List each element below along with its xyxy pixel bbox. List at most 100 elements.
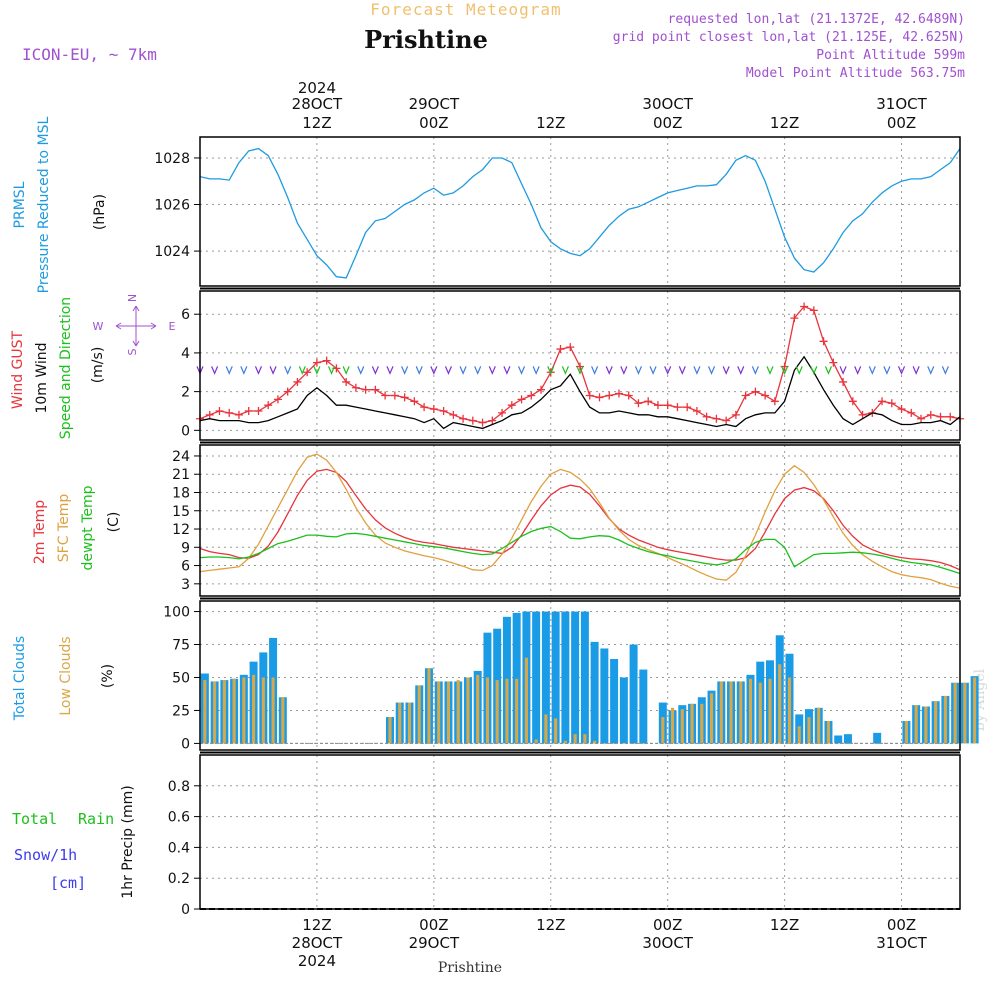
wind-direction-arrow — [225, 366, 233, 375]
gust-marker — [322, 356, 331, 365]
wind-direction-arrow — [415, 366, 423, 375]
wind-10m-label: 10m Wind — [34, 342, 50, 413]
total-cloud-bar — [551, 611, 560, 744]
top-time-label: 12Z — [536, 114, 565, 132]
low-cloud-bar — [222, 680, 226, 744]
bottom-time-label: 00Z — [653, 916, 682, 934]
low-cloud-bar — [817, 707, 821, 744]
gust-marker — [848, 397, 857, 406]
bottom-time-label: 30OCT — [642, 934, 693, 952]
low-cloud-bar — [661, 717, 665, 744]
temp2m-label: 2m Temp — [32, 500, 48, 564]
low-cloud-bar — [826, 720, 831, 744]
total-cloud-bar — [619, 677, 628, 744]
low-cloud-bar — [739, 681, 743, 744]
wind-direction-arrow — [547, 366, 555, 375]
gust-marker — [507, 401, 516, 410]
gust-marker — [751, 387, 760, 396]
precip-snow-label: Snow/1h — [14, 846, 77, 864]
low-cloud-bar — [388, 717, 392, 744]
temperature-ytick-label: 18 — [172, 485, 190, 501]
wind-direction-arrow — [737, 366, 745, 375]
gust-marker — [205, 410, 214, 419]
low-cloud-bar — [437, 681, 441, 744]
precip-cm-label: [cm] — [50, 874, 86, 892]
gust-marker — [371, 385, 380, 394]
wind-direction-arrow — [839, 366, 847, 375]
2m-temp-line — [199, 468, 961, 571]
gust-marker — [361, 385, 370, 394]
wind-direction-arrow — [634, 366, 643, 375]
precip-total-label: Total — [12, 810, 57, 828]
total-cloud-bar — [561, 611, 570, 744]
precip-ytick-label: 0.8 — [168, 779, 190, 795]
bottom-time-label: 00Z — [419, 916, 448, 934]
location-title: Prishtine — [364, 25, 488, 54]
wind-panel: 0 2 4 6 — [181, 290, 964, 441]
top-time-label: 29OCT — [409, 95, 460, 113]
temperature-frame — [199, 444, 961, 597]
wind-direction-arrow — [927, 366, 935, 375]
clouds-ytick-label: 75 — [172, 638, 190, 654]
gust-marker — [800, 302, 809, 311]
gust-marker — [673, 403, 682, 412]
low-cloud-bar — [690, 703, 694, 744]
gust-marker — [790, 314, 799, 323]
gust-marker — [478, 418, 487, 427]
gust-marker — [741, 391, 750, 400]
clouds-ytick-label: 0 — [181, 736, 190, 752]
low-cloud-bar — [213, 681, 217, 744]
low-cloud-bar — [466, 677, 470, 744]
wind-frame — [199, 290, 961, 441]
top-time-label: 00Z — [653, 114, 682, 132]
sfc-temp-line — [199, 453, 961, 589]
low-cloud-bar — [593, 740, 597, 744]
point-altitude: Point Altitude 599m — [816, 48, 965, 63]
gust-marker — [839, 377, 848, 386]
low-cloud-bar — [261, 677, 265, 744]
wind-gust-label: Wind GUST — [10, 330, 26, 409]
wind-direction-arrow — [707, 366, 716, 375]
clouds-ytick-label: 100 — [163, 605, 190, 621]
wind-direction-arrow — [313, 366, 321, 375]
compass-rose: N S W E — [93, 294, 176, 356]
wind-direction-arrow — [941, 366, 949, 375]
pressure-panel: 1024 1026 1028 — [154, 136, 961, 287]
gust-marker — [283, 387, 292, 396]
gust-marker — [936, 412, 945, 421]
gust-marker — [459, 414, 468, 423]
bottom-time-label: 12Z — [536, 916, 565, 934]
wind-direction-arrow — [693, 366, 701, 375]
low-cloud-bar — [904, 720, 908, 744]
wind-direction-arrow — [868, 366, 876, 375]
gust-marker — [390, 391, 399, 400]
wind-direction-arrow — [430, 366, 438, 375]
low-cloud-bar — [485, 677, 489, 744]
precip-ytick-label: 0 — [181, 902, 190, 918]
precip-ytick-label: 0.2 — [168, 871, 190, 887]
gust-marker — [624, 391, 633, 400]
wind-direction-arrow — [795, 366, 803, 375]
gust-marker — [312, 358, 321, 367]
gust-marker — [809, 306, 818, 315]
gust-marker — [439, 406, 448, 415]
low-cloud-bar — [476, 674, 480, 744]
bottom-time-label: 29OCT — [409, 934, 460, 952]
gust-marker — [342, 377, 351, 386]
model-altitude: Model Point Altitude 563.75m — [746, 66, 965, 81]
temperature-ytick-label: 24 — [172, 449, 190, 465]
top-time-label: 12Z — [302, 114, 331, 132]
pressure-frame — [199, 136, 961, 287]
low-cloud-bar — [719, 681, 723, 744]
gust-marker — [517, 395, 526, 404]
wind-direction-arrow — [751, 366, 759, 375]
bottom-time-label: 12Z — [302, 916, 331, 934]
gust-marker — [858, 410, 867, 419]
wind-direction-arrow — [284, 366, 292, 375]
gust-marker — [293, 377, 302, 386]
footer-location: Prishtine — [438, 960, 502, 976]
precip-frame — [199, 754, 961, 910]
temperature-ytick-label: 21 — [172, 467, 190, 483]
low-cloud-bar — [709, 693, 714, 744]
